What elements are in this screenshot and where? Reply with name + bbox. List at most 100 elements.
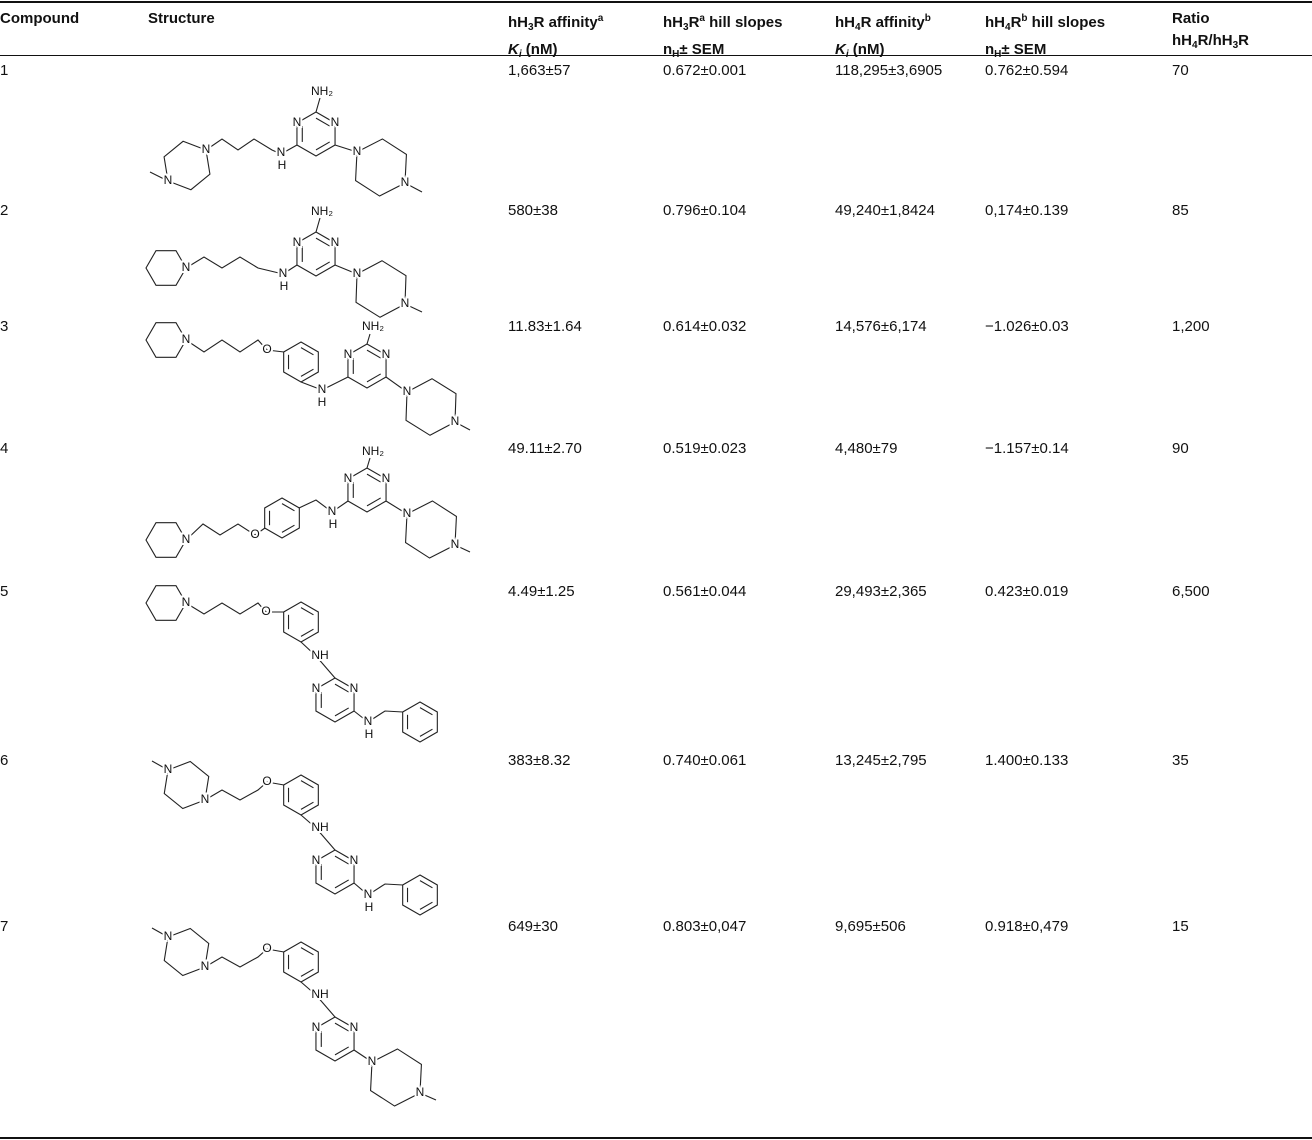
ring xyxy=(315,677,355,723)
cell-h4-hill: 0,174±0.139 xyxy=(985,202,1069,219)
cell-h4-ki: 13,245±2,795 xyxy=(835,752,927,769)
double-bond xyxy=(315,141,330,151)
atom-label: N xyxy=(416,1085,425,1099)
cell-compound: 7 xyxy=(0,918,9,935)
header-line: Compound xyxy=(0,8,79,30)
header-text: 4 xyxy=(1005,22,1011,33)
header-text: i xyxy=(518,49,522,60)
header-cell: hH3R affinitya Ki (nM) xyxy=(508,8,603,66)
bond xyxy=(353,882,369,896)
ring xyxy=(347,343,387,389)
header-text: hill slopes xyxy=(1027,14,1106,31)
cell-ratio: 70 xyxy=(1172,62,1189,79)
double-bond xyxy=(419,901,433,910)
atom-label: N xyxy=(350,681,359,695)
atom-label: N xyxy=(331,115,340,129)
double-bond xyxy=(300,801,314,810)
bond xyxy=(280,144,298,155)
header-text: Ratio xyxy=(1172,10,1210,27)
header-text: 4 xyxy=(855,22,861,33)
cell-ratio: 1,200 xyxy=(1172,318,1210,335)
header-text: a xyxy=(597,13,604,24)
cell-h4-ki: 29,493±2,365 xyxy=(835,583,927,600)
header-cell: hH4Rb hill slopes nH± SEM xyxy=(985,8,1105,66)
double-bond xyxy=(300,947,314,956)
ring xyxy=(296,231,336,277)
atom-label: O xyxy=(261,604,270,618)
atom-label: NH xyxy=(311,987,328,1001)
double-bond xyxy=(281,524,295,533)
atom-label: N xyxy=(312,681,321,695)
header-text: H xyxy=(672,49,680,60)
atom-label: N xyxy=(350,853,359,867)
cell-h3-ki: 4.49±1.25 xyxy=(508,583,575,600)
bond xyxy=(404,182,423,193)
header-text: R affinity xyxy=(533,14,598,31)
bond xyxy=(266,349,285,353)
ring xyxy=(347,467,387,513)
header-line: Ki (nM) xyxy=(508,39,603,66)
header-text: i xyxy=(845,49,849,60)
ring xyxy=(145,522,187,558)
bond xyxy=(185,602,267,615)
cell-h3-hill: 0.796±0.104 xyxy=(663,202,747,219)
header-line: Structure xyxy=(148,8,215,30)
header-text: b xyxy=(924,13,931,24)
atom-label: N xyxy=(350,1020,359,1034)
double-bond xyxy=(366,497,381,507)
ring xyxy=(145,322,187,358)
cell-h4-ki: 9,695±506 xyxy=(835,918,906,935)
bond xyxy=(315,994,336,1018)
atom-label: N xyxy=(364,887,373,901)
double-bond xyxy=(419,728,433,737)
atom-label: N xyxy=(164,173,173,187)
bond xyxy=(300,814,317,829)
atom-label: NH₂ xyxy=(362,444,384,458)
bond xyxy=(385,376,408,393)
atom-label: N xyxy=(318,382,327,396)
bond xyxy=(204,948,268,968)
cell-compound: 4 xyxy=(0,440,9,457)
header-text: 3 xyxy=(1232,40,1239,51)
header-rule xyxy=(0,55,1312,56)
header-text: n xyxy=(663,41,673,58)
bond xyxy=(315,827,336,851)
bond xyxy=(185,523,256,541)
bond xyxy=(254,527,266,536)
bond xyxy=(315,655,336,679)
double-bond xyxy=(300,968,314,977)
atom-label: NH₂ xyxy=(362,319,384,333)
double-bond xyxy=(334,855,349,865)
header-text: Compound xyxy=(0,10,80,27)
header-text: n xyxy=(985,41,995,58)
ring xyxy=(296,111,336,157)
header-text: R/hH xyxy=(1197,32,1233,49)
bond xyxy=(315,97,321,113)
double-bond xyxy=(300,347,314,356)
atom-label: N xyxy=(182,532,191,546)
header-text: R xyxy=(1238,32,1249,49)
atom-label: N xyxy=(293,115,302,129)
atom-label: N xyxy=(382,347,391,361)
cell-h4-ki: 118,295±3,6905 xyxy=(835,62,943,79)
bond xyxy=(385,500,408,515)
header-text: (nM) xyxy=(521,41,558,58)
cell-h4-hill: 0.423±0.019 xyxy=(985,583,1069,600)
bond xyxy=(331,500,349,513)
header-cell: hH3Ra hill slopes nH± SEM xyxy=(663,8,783,66)
cell-h4-hill: −1.157±0.14 xyxy=(985,440,1069,457)
bond xyxy=(367,883,404,896)
header-text: hH xyxy=(1172,32,1192,49)
header-line: Ratio xyxy=(1172,8,1249,30)
bond xyxy=(334,144,358,153)
double-bond xyxy=(334,879,349,889)
bond xyxy=(185,256,284,275)
bond xyxy=(454,544,471,553)
atom-label: O xyxy=(250,527,259,541)
bond xyxy=(404,303,423,313)
header-line: hH3Ra hill slopes xyxy=(663,8,783,39)
atom-label: N xyxy=(164,762,173,776)
header-text: ± SEM xyxy=(1001,41,1047,58)
double-bond xyxy=(366,373,381,383)
cell-compound: 5 xyxy=(0,583,9,600)
